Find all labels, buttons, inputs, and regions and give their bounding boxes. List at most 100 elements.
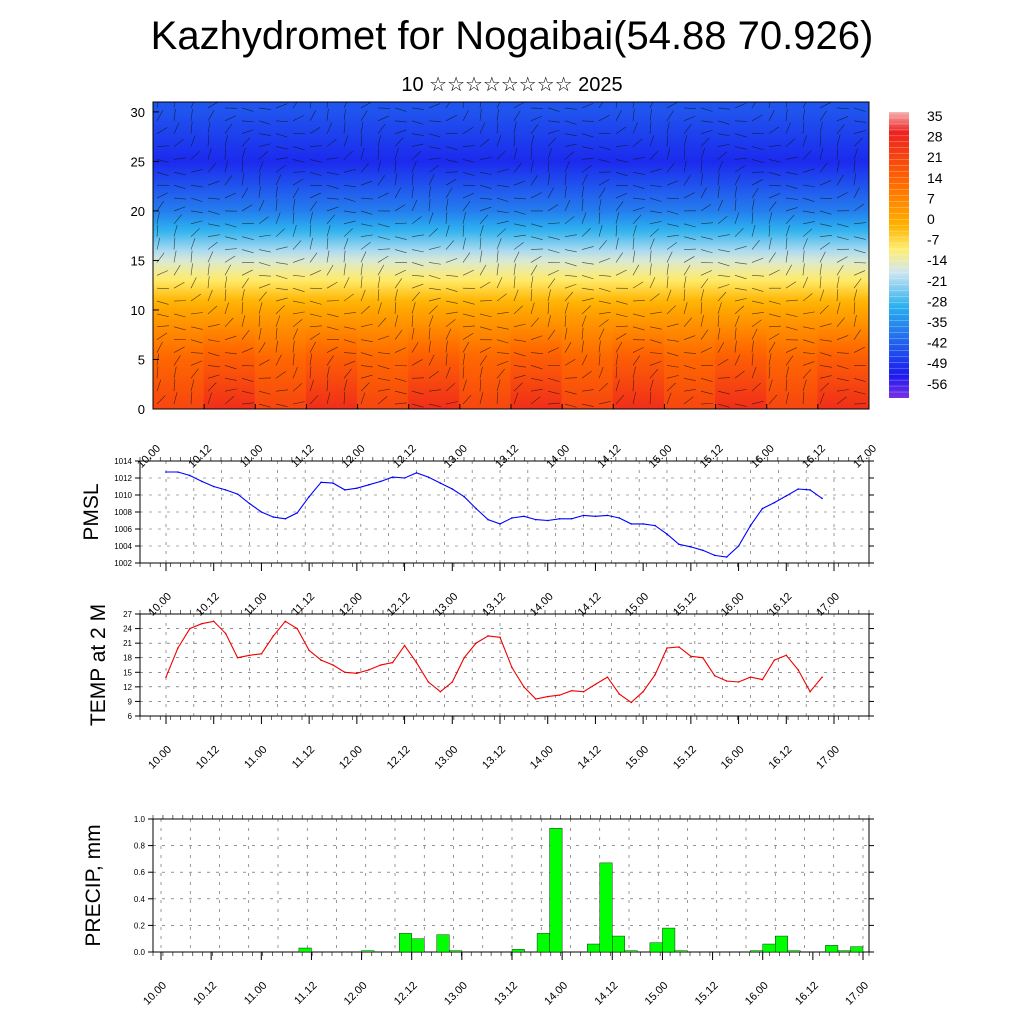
wind-barb [309,395,319,405]
wind-barb [632,197,645,200]
wind-barb [666,147,671,160]
wind-barb [241,236,254,240]
wind-barb [802,379,807,392]
x-tick-label: 15.12 [698,443,726,471]
data-point [356,672,358,675]
y-tick-label: 1002 [114,559,132,568]
wind-barb [717,199,723,212]
data-point [236,493,239,495]
wind-barb [241,301,244,314]
wind-barb [258,151,268,160]
data-point [654,673,656,676]
x-tick-label: 12.12 [385,744,413,772]
wind-barb [428,120,441,122]
wind-barb [156,224,159,237]
wind-barb [717,302,722,315]
wind-barb [853,314,857,327]
data-point [260,511,263,513]
x-tick-label: 14.12 [592,980,620,1008]
wind-barb [598,211,601,224]
wind-barb [751,366,757,379]
wind-barb [343,277,350,289]
heatmap-fill [153,102,869,409]
wind-barb [190,228,200,237]
wind-barb [462,126,474,134]
data-point [546,519,549,522]
wind-barb [853,187,860,199]
wind-barb [564,173,567,186]
wind-barb [768,252,776,263]
wind-barb [836,389,849,392]
wind-barb [462,192,475,199]
wind-barb [530,223,543,228]
wind-barb [224,236,237,240]
wind-barb [717,186,720,199]
wind-barb [411,151,422,160]
wind-barb [224,264,232,276]
wind-barb [564,302,569,315]
wind-barb [445,225,450,237]
precip-bar [536,933,550,953]
wind-barb [496,220,509,225]
data-point [809,489,811,491]
wind-barb [190,339,203,344]
wind-barb [581,389,594,392]
wind-barb [632,102,634,108]
wind-barb [598,311,611,315]
wind-barb [462,300,475,305]
wind-barb [598,328,605,340]
wind-barb [496,102,501,109]
wind-barb [734,327,737,340]
wind-barb [173,326,186,331]
wind-barb [360,180,373,186]
wind-barb [496,184,509,188]
wind-barb [224,378,237,381]
wind-barb [343,197,356,202]
wind-barb [394,222,407,225]
wind-barb [836,107,849,110]
wind-barb [564,314,567,327]
data-point [534,698,537,700]
wind-barb [802,277,809,289]
y-tick-label: 21 [123,639,132,648]
wind-barb [173,139,184,147]
wind-barb [581,287,594,291]
wind-barb [632,299,645,302]
wind-barb [496,339,509,344]
wind-barb [326,313,339,318]
wind-barb [258,291,267,302]
wind-barb [326,197,339,200]
data-point [773,501,776,504]
y-axis-title: PMSL [80,483,103,540]
wind-barb [309,110,317,121]
wind-barb [207,374,220,379]
wind-barb [751,312,764,315]
wind-barb [207,352,220,357]
wind-barb [275,305,285,315]
wind-barb [785,156,798,160]
wind-barb [224,115,237,122]
wind-barb [377,264,385,276]
wind-barb [156,379,162,392]
data-point [296,627,299,630]
wind-barb [853,346,865,353]
wind-barb [275,327,278,340]
wind-barb [836,378,849,382]
wind-barb [173,197,186,200]
wind-barb [564,403,577,408]
wind-barb [343,220,356,225]
colorbar-label: -7 [927,232,940,248]
data-point [487,518,489,521]
wind-barb [819,305,829,315]
wind-barb [530,256,542,263]
wind-barb [275,403,288,408]
wind-barb [411,262,424,267]
wind-barb [785,184,798,190]
wind-barb [717,262,730,267]
wind-barb [309,325,322,328]
wind-barb [496,108,499,121]
wind-barb [156,300,169,305]
wind-barb [700,187,707,199]
wind-barb [428,146,441,150]
wind-barb [156,172,169,176]
